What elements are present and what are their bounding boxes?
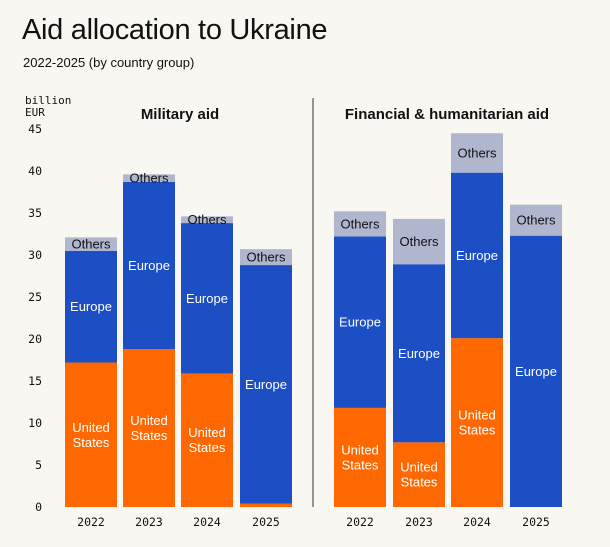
x-tick-label: 2022: [77, 515, 105, 529]
data-label: United: [341, 442, 379, 457]
y-tick-label: 15: [28, 374, 42, 388]
y-tick-label: 5: [35, 458, 42, 472]
data-label: United: [400, 460, 438, 475]
data-label: States: [189, 440, 226, 455]
y-tick-label: 40: [28, 164, 42, 178]
chart-subtitle: 2022-2025 (by country group): [23, 55, 195, 70]
bar-segment-europe: [181, 223, 233, 374]
panel-title: Military aid: [141, 106, 219, 123]
bar-segment-united-states: [334, 407, 386, 507]
data-label: Europe: [398, 346, 440, 361]
data-label: Others: [457, 145, 497, 160]
data-label: States: [131, 428, 168, 443]
data-label: Europe: [339, 315, 381, 330]
data-label: States: [459, 423, 496, 438]
bar-segment-others: [123, 174, 175, 182]
bar-segment-europe: [65, 250, 117, 363]
chart-title: Aid allocation to Ukraine: [22, 14, 328, 46]
panel-title: Financial & humanitarian aid: [345, 106, 549, 123]
data-label: States: [401, 475, 438, 490]
bar-segment-united-states: [181, 373, 233, 507]
bar-segment-united-states: [393, 442, 445, 507]
bar-segment-united-states: [240, 503, 292, 507]
data-label: Others: [399, 234, 439, 249]
y-tick-label: 10: [28, 416, 42, 430]
bar-segment-others: [181, 216, 233, 224]
data-label: United: [188, 425, 226, 440]
data-label: Europe: [245, 377, 287, 392]
bar-segment-others: [451, 133, 503, 173]
data-label: Others: [516, 213, 556, 228]
bar-segment-others: [510, 204, 562, 236]
bar-segment-others: [240, 249, 292, 266]
x-tick-label: 2024: [463, 515, 491, 529]
x-tick-label: 2025: [252, 515, 280, 529]
x-tick-label: 2025: [522, 515, 550, 529]
bar-segment-united-states: [65, 362, 117, 507]
bar-segment-europe: [123, 181, 175, 350]
data-label: United: [72, 420, 110, 435]
y-tick-label: 35: [28, 206, 42, 220]
bar-segment-europe: [240, 265, 292, 504]
x-tick-label: 2023: [405, 515, 433, 529]
x-tick-label: 2024: [193, 515, 221, 529]
y-tick-label: 45: [28, 122, 42, 136]
bar-segment-others: [393, 218, 445, 265]
y-tick-label: 30: [28, 248, 42, 262]
data-label: Europe: [70, 299, 112, 314]
y-axis-unit-label: EUR: [25, 106, 45, 119]
data-label: Europe: [186, 291, 228, 306]
y-tick-label: 25: [28, 290, 42, 304]
data-label: Others: [129, 171, 169, 186]
bar-segment-united-states: [123, 349, 175, 507]
bar-segment-united-states: [451, 338, 503, 507]
bar-segment-europe: [451, 172, 503, 339]
data-label: States: [342, 457, 379, 472]
x-tick-label: 2022: [346, 515, 374, 529]
y-axis-unit-label: billion: [25, 94, 71, 107]
data-label: Europe: [515, 364, 557, 379]
bar-segment-europe: [334, 236, 386, 408]
data-label: United: [130, 413, 168, 428]
bar-segment-europe: [510, 235, 562, 507]
data-label: Europe: [456, 248, 498, 263]
data-label: Others: [246, 250, 286, 265]
x-tick-label: 2023: [135, 515, 163, 529]
data-label: Europe: [128, 258, 170, 273]
data-label: States: [73, 435, 110, 450]
bar-segment-others: [334, 211, 386, 237]
data-label: Others: [71, 237, 111, 252]
bar-segment-europe: [393, 264, 445, 443]
y-tick-label: 20: [28, 332, 42, 346]
data-label: United: [458, 408, 496, 423]
data-label: Others: [187, 212, 227, 227]
data-label: Others: [340, 216, 380, 231]
bar-segment-others: [65, 237, 117, 251]
y-tick-label: 0: [35, 500, 42, 514]
